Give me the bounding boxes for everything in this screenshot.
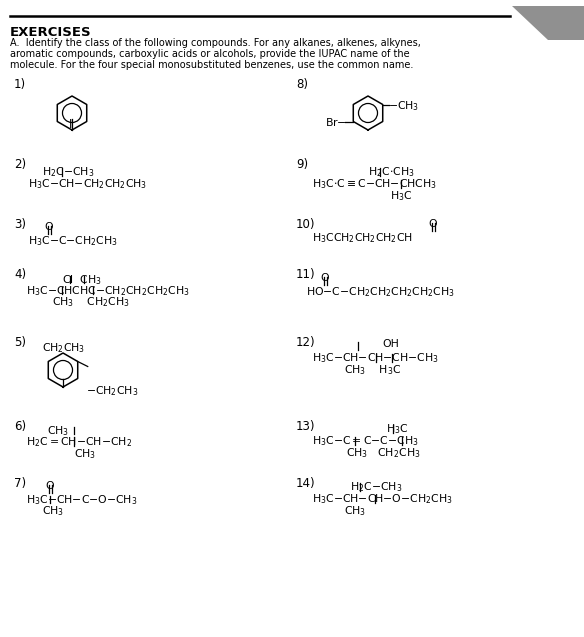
Text: CH$_3$    H$_3$C: CH$_3$ H$_3$C [344,363,401,377]
Text: $-$CH$_2$CH$_3$: $-$CH$_2$CH$_3$ [86,385,138,398]
Text: 8): 8) [296,78,308,91]
Text: H$_2$C$-$CH$_3$: H$_2$C$-$CH$_3$ [350,480,402,494]
Text: $-$CH$_3$: $-$CH$_3$ [388,99,419,113]
Text: 13): 13) [296,420,315,433]
Text: H$_3$C$-$CH$-$CH$_2$CH$_2$CH$_3$: H$_3$C$-$CH$-$CH$_2$CH$_2$CH$_3$ [28,177,147,191]
Text: 6): 6) [14,420,26,433]
Text: H$_3$C$-$CH$-$C$-$O$-$CH$_3$: H$_3$C$-$CH$-$C$-$O$-$CH$_3$ [26,493,137,507]
Text: O: O [45,481,54,491]
Text: 12): 12) [296,336,315,349]
Text: H$_3$CCH$_2$CH$_2$CH$_2$CH: H$_3$CCH$_2$CH$_2$CH$_2$CH [312,231,413,245]
Text: H$_3$C$\cdot$C$\equiv$C$-$CH$-$CHCH$_3$: H$_3$C$\cdot$C$\equiv$C$-$CH$-$CHCH$_3$ [312,177,437,191]
Text: 11): 11) [296,268,315,281]
Text: 14): 14) [296,477,315,490]
Text: H$_3$C$-$CH$-$CH$-$O$-$CH$_2$CH$_3$: H$_3$C$-$CH$-$CH$-$O$-$CH$_2$CH$_3$ [312,492,453,506]
Text: CH$_3$   CH$_2$CH$_3$: CH$_3$ CH$_2$CH$_3$ [346,446,420,460]
Text: 5): 5) [14,336,26,349]
Text: aromatic compounds, carboxylic acids or alcohols, provide the IUPAC name of the: aromatic compounds, carboxylic acids or … [10,49,409,59]
Text: H$_2$C$=$CH$-$CH$-$CH$_2$: H$_2$C$=$CH$-$CH$-$CH$_2$ [26,435,132,449]
Text: 1): 1) [14,78,26,91]
Text: O: O [320,273,329,283]
Text: Cl  CH$_3$: Cl CH$_3$ [62,273,102,287]
Text: HO$-$C$-$CH$_2$CH$_2$CH$_2$CH$_2$CH$_3$: HO$-$C$-$CH$_2$CH$_2$CH$_2$CH$_2$CH$_3$ [306,285,455,299]
Text: CH$_3$: CH$_3$ [42,504,64,518]
Text: H$_3$C$-$C$-$CH$_2$CH$_3$: H$_3$C$-$C$-$CH$_2$CH$_3$ [28,234,118,248]
Text: H$_3$C$-$C$=$C$-$C$-$CH$_3$: H$_3$C$-$C$=$C$-$C$-$CH$_3$ [312,434,419,448]
Text: H$_3$C$-$CHCHC$-$CH$_2$CH$_2$CH$_2$CH$_3$: H$_3$C$-$CHCHC$-$CH$_2$CH$_2$CH$_2$CH$_3… [26,284,190,298]
Text: I: I [69,118,72,131]
Text: H$_3$C: H$_3$C [390,189,412,203]
Text: 2): 2) [14,158,26,171]
Text: A.  Identify the class of the following compounds. For any alkanes, alkenes, alk: A. Identify the class of the following c… [10,38,421,48]
Text: H$_3$C$-$CH$-$CH$-$CH$-$CH$_3$: H$_3$C$-$CH$-$CH$-$CH$-$CH$_3$ [312,351,439,365]
Text: CH$_3$    CH$_2$CH$_3$: CH$_3$ CH$_2$CH$_3$ [52,295,130,309]
Text: Br$-$: Br$-$ [325,117,347,129]
Text: OH: OH [382,339,399,349]
Text: CH$_3$: CH$_3$ [47,424,69,438]
Text: O: O [428,219,437,229]
Text: H$_3$C: H$_3$C [386,422,408,436]
Text: molecule. For the four special monosubstituted benzenes, use the common name.: molecule. For the four special monosubst… [10,60,413,70]
Text: H$_2$C$-$CH$_3$: H$_2$C$-$CH$_3$ [42,165,94,179]
Text: H$_2$C$\cdot$CH$_3$: H$_2$C$\cdot$CH$_3$ [368,165,415,179]
Text: CH$_3$: CH$_3$ [74,447,96,461]
Text: 3): 3) [14,218,26,231]
Text: 10): 10) [296,218,315,231]
Text: CH$_2$CH$_3$: CH$_2$CH$_3$ [42,341,85,355]
Text: EXERCISES: EXERCISES [10,26,92,39]
Polygon shape [512,6,584,40]
Text: 9): 9) [296,158,308,171]
Text: CH$_3$: CH$_3$ [344,504,366,518]
Text: O: O [44,222,53,232]
Text: 4): 4) [14,268,26,281]
Text: 7): 7) [14,477,26,490]
